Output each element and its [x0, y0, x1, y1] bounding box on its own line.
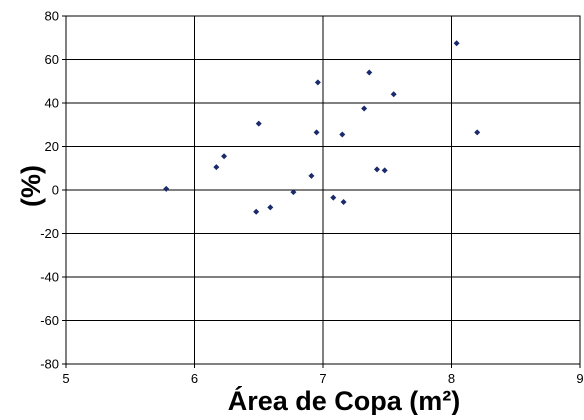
y-tick-label: -60 — [40, 313, 59, 328]
y-tick-label: -40 — [40, 270, 59, 285]
y-tick-label: 60 — [45, 52, 59, 67]
y-tick-label: 0 — [52, 183, 59, 198]
x-axis-title: Área de Copa (m²) — [228, 385, 461, 415]
scatter-point — [308, 172, 315, 179]
scatter-point — [340, 198, 347, 205]
scatter-point — [163, 185, 170, 192]
x-tick-label: 6 — [191, 371, 198, 386]
y-axis-tick-labels: -80 -60 -40 -20 0 20 40 60 80 — [40, 9, 59, 372]
scatter-point — [474, 129, 481, 136]
scatter-point — [213, 164, 220, 171]
scatter-point — [339, 131, 346, 138]
plot-area-border — [65, 15, 581, 365]
scatter-point — [381, 167, 388, 174]
scatter-point — [267, 204, 274, 211]
scatter-point — [253, 208, 260, 215]
scatter-point — [314, 79, 321, 86]
data-points — [163, 40, 481, 215]
x-axis-tick-labels: 5 6 7 8 9 — [62, 371, 583, 386]
scatter-point — [390, 91, 397, 98]
y-tick-label: -80 — [40, 357, 59, 372]
y-tick-label: 40 — [45, 96, 59, 111]
x-tick-label: 5 — [62, 371, 69, 386]
y-axis-title: (%) — [16, 165, 46, 207]
y-tick-label: -20 — [40, 226, 59, 241]
scatter-point — [330, 194, 337, 201]
x-tick-label: 8 — [448, 371, 455, 386]
x-tick-label: 9 — [576, 371, 583, 386]
y-tick-label: 20 — [45, 139, 59, 154]
scatter-point — [453, 40, 460, 47]
scatter-point — [290, 189, 297, 196]
y-tick-label: 80 — [45, 9, 59, 24]
grid-lines — [65, 15, 581, 365]
scatter-point — [313, 129, 320, 136]
scatter-point — [221, 153, 228, 160]
plot-frame — [62, 15, 581, 368]
x-tick-label: 7 — [319, 371, 326, 386]
scatter-point — [373, 166, 380, 173]
scatter-point — [366, 69, 373, 76]
scatter-point — [361, 105, 368, 112]
scatter-point — [255, 120, 262, 127]
